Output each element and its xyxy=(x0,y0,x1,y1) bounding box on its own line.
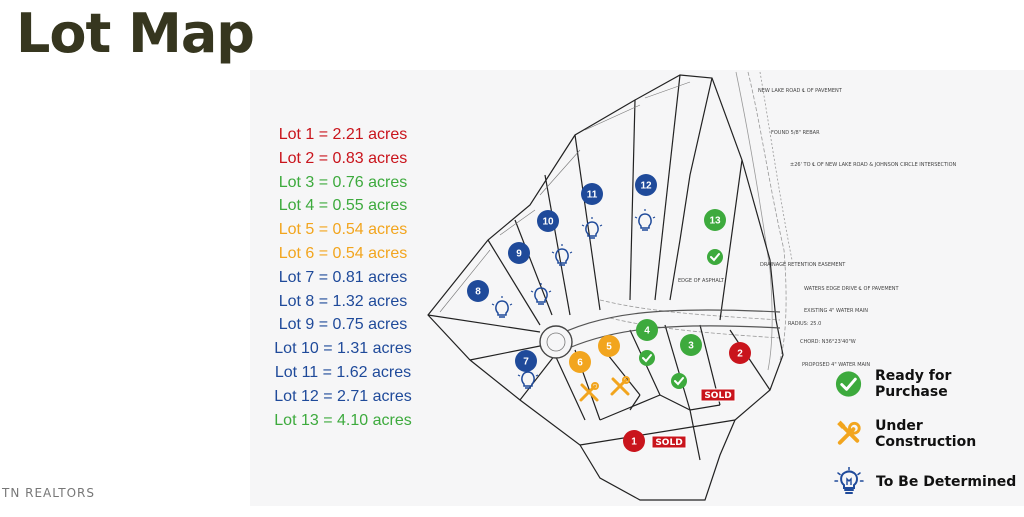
road-right-of-way xyxy=(599,71,793,371)
lot-marker-circle xyxy=(581,183,603,205)
lot-number: 4 xyxy=(644,326,650,337)
lot-acreage-item: Lot 3 = 0.76 acres xyxy=(278,173,408,191)
road-note: NEW LAKE ROAD ℄ OF PAVEMENT xyxy=(758,88,843,94)
sold-badge-box xyxy=(700,388,736,402)
drainage-note: DRAINAGE RETENTION EASEMENT xyxy=(760,262,846,268)
proposed-main-note: PROPOSED 4" WATER MAIN xyxy=(802,362,870,368)
lot-number: 8 xyxy=(475,287,481,298)
lot-marker-circle xyxy=(636,319,658,341)
tools-icon xyxy=(610,376,630,396)
tools-icon xyxy=(837,420,861,445)
legend-label: Under Construction xyxy=(875,418,977,450)
lot-marker-13[interactable]: 13 xyxy=(704,209,726,265)
lot-acreage-item: Lot 6 = 0.54 acres xyxy=(278,244,408,262)
lot-number: 10 xyxy=(542,217,554,228)
lot-number: 2 xyxy=(737,349,743,360)
lot-acreage-item: Lot 5 = 0.54 acres xyxy=(278,221,408,239)
brand-watermark: TN REALTORS xyxy=(2,486,96,500)
lot-marker-7[interactable]: 7 xyxy=(515,350,539,389)
lot-acreage-item: Lot 7 = 0.81 acres xyxy=(278,268,408,286)
distance-note: ±26' TO ℄ OF NEW LAKE ROAD & JOHNSON CIR… xyxy=(790,162,957,168)
lot-marker-11[interactable]: 11 xyxy=(581,183,603,239)
lot-marker-2[interactable]: 2 SOLD xyxy=(700,342,751,402)
sold-badge-box xyxy=(651,435,687,449)
lot-marker-4[interactable]: 4 xyxy=(636,319,658,366)
lot-marker-10[interactable]: 10 xyxy=(537,210,573,266)
lot-number: 3 xyxy=(688,341,694,352)
asphalt-note: EDGE OF ASPHALT xyxy=(678,278,725,284)
lot-marker-6[interactable]: 6 xyxy=(569,351,599,402)
lot-acreage-item: Lot 1 = 2.21 acres xyxy=(278,126,408,143)
lot-marker-3[interactable]: 3 xyxy=(671,334,702,389)
lot-sublines xyxy=(439,81,691,313)
lightbulb-icon xyxy=(834,467,864,494)
lot-acreage-item: Lot 10 = 1.31 acres xyxy=(274,340,412,358)
check-circle-icon xyxy=(639,350,655,366)
legend-label: Ready for Purchase xyxy=(875,368,952,400)
page-title: Lot Map xyxy=(16,2,255,65)
street xyxy=(539,309,781,359)
legend-tbd: To Be Determined xyxy=(834,462,1016,502)
legend-ready: Ready for Purchase xyxy=(834,364,1024,404)
lot-number: 5 xyxy=(606,342,612,353)
lot-marker-circle xyxy=(623,430,645,452)
legend-construction: Under Construction xyxy=(834,414,1024,454)
lot-marker-8[interactable]: 8 xyxy=(467,280,513,318)
lot-acreage-item: Lot 4 = 0.55 acres xyxy=(278,197,408,215)
lot-number: 12 xyxy=(640,181,652,192)
lot-marker-5[interactable]: 5 xyxy=(598,335,630,396)
lot-marker-circle xyxy=(635,174,657,196)
sold-label: SOLD xyxy=(655,438,682,448)
lot-markers: 1 SOLD 2 SOLD 3 4 5 6 7 8 9 10 11 12 13 xyxy=(467,174,751,452)
lightbulb-icon xyxy=(634,209,656,231)
map-annotations: NEW LAKE ROAD ℄ OF PAVEMENT FOUND 5/8" R… xyxy=(678,88,957,368)
radius-note: RADIUS: 25.0 xyxy=(788,321,821,327)
lot-number: 9 xyxy=(516,249,522,260)
chord-note: CHORD: N36°23'40"W xyxy=(800,339,856,345)
lot-number: 13 xyxy=(709,216,721,227)
legend-label: To Be Determined xyxy=(876,474,1017,490)
lot-number: 11 xyxy=(587,190,598,201)
tools-icon xyxy=(579,382,599,402)
sold-label: SOLD xyxy=(704,391,731,401)
lot-marker-12[interactable]: 12 xyxy=(634,174,657,231)
lot-acreage-item: Lot 13 = 4.10 acres xyxy=(274,411,412,429)
lightbulb-icon xyxy=(491,296,513,318)
check-circle-icon xyxy=(835,371,862,397)
lot-marker-circle xyxy=(729,342,751,364)
lot-marker-circle xyxy=(508,242,530,264)
lightbulb-icon xyxy=(530,283,552,305)
lot-number: 6 xyxy=(577,358,583,369)
check-circle-icon xyxy=(671,373,687,389)
lot-number: 7 xyxy=(523,357,529,368)
lot-acreage-list: Lot 1 = 2.21 acres Lot 2 = 0.83 acres Lo… xyxy=(263,123,423,432)
lot-marker-circle xyxy=(598,335,620,357)
lightbulb-icon xyxy=(581,217,603,239)
lot-marker-1[interactable]: 1 SOLD xyxy=(623,430,687,452)
sold-badge: SOLD xyxy=(651,435,687,449)
existing-main-note: EXISTING 4" WATER MAIN xyxy=(804,308,868,314)
lot-marker-circle xyxy=(515,350,537,372)
lot-acreage-item: Lot 2 = 0.83 acres xyxy=(278,149,408,167)
lot-marker-circle xyxy=(569,351,591,373)
lot-number: 1 xyxy=(631,437,637,448)
lightbulb-icon xyxy=(551,244,573,266)
lot-marker-circle xyxy=(680,334,702,356)
lightbulb-icon xyxy=(517,367,539,389)
lot-marker-circle xyxy=(537,210,559,232)
lot-map: NEW LAKE ROAD ℄ OF PAVEMENT FOUND 5/8" R… xyxy=(427,71,957,501)
lot-marker-circle xyxy=(467,280,489,302)
sold-badge: SOLD xyxy=(700,388,736,402)
found-note: FOUND 5/8" REBAR xyxy=(771,130,820,136)
check-circle-icon xyxy=(707,249,723,265)
lot-acreage-item: Lot 9 = 0.75 acres xyxy=(278,316,408,334)
lot-marker-circle xyxy=(704,209,726,231)
waters-edge-note: WATERS EDGE DRIVE ℄ OF PAVEMENT xyxy=(804,286,900,292)
lot-acreage-item: Lot 11 = 1.62 acres xyxy=(274,363,412,381)
lot-marker-9[interactable]: 9 xyxy=(508,242,552,305)
lot-acreage-item: Lot 12 = 2.71 acres xyxy=(274,387,412,405)
lot-acreage-item: Lot 8 = 1.32 acres xyxy=(278,292,408,310)
